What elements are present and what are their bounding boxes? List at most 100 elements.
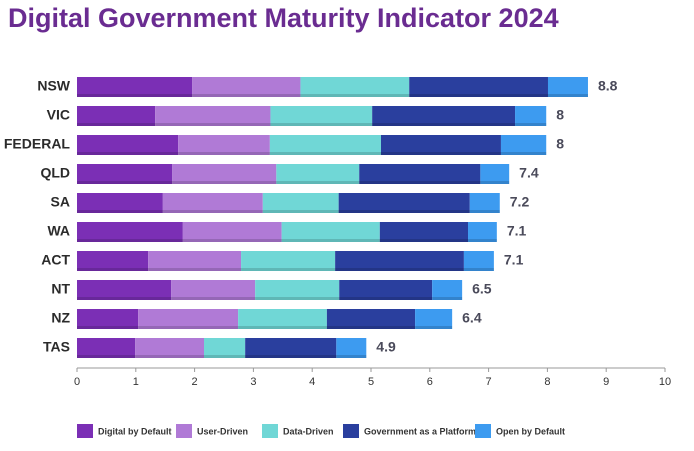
chart-title: Digital Government Maturity Indicator 20… [8, 3, 559, 33]
total-label: 7.1 [507, 223, 527, 239]
bar-segment [469, 193, 500, 213]
bar-segment [77, 222, 183, 242]
bar-segment [245, 338, 337, 358]
bar-segment [77, 338, 136, 358]
x-tick-label: 9 [603, 376, 609, 388]
bar-segment [339, 280, 433, 300]
category-label: SA [51, 194, 70, 210]
bar-segment [415, 309, 453, 329]
category-label: NZ [51, 310, 70, 326]
bar-segment [515, 106, 547, 126]
bar-segment [77, 77, 193, 97]
bar-segment [262, 193, 339, 213]
bar-segment [276, 164, 360, 184]
bar-segment [480, 164, 510, 184]
bar-shade [77, 326, 453, 329]
bar-segment [204, 338, 246, 358]
bar-segment [162, 193, 263, 213]
bar-segment [135, 338, 205, 358]
legend-swatch [176, 424, 192, 438]
bar-shade [77, 297, 463, 300]
x-tick-label: 5 [368, 376, 374, 388]
bar-segment [380, 135, 501, 155]
total-label: 7.1 [504, 252, 524, 268]
category-label: VIC [47, 107, 70, 123]
legend-swatch [475, 424, 491, 438]
x-tick-label: 8 [544, 376, 550, 388]
total-label: 7.4 [519, 165, 539, 181]
bar-segment [138, 309, 239, 329]
category-label: NSW [37, 78, 70, 94]
legend-label: Government as a Platform [364, 426, 476, 436]
bar-segment [77, 106, 156, 126]
legend-swatch [262, 424, 278, 438]
x-tick-label: 2 [192, 376, 198, 388]
bar-shade [77, 355, 367, 358]
bar-segment [463, 251, 494, 271]
bar-segment [336, 338, 367, 358]
bar-shade [77, 268, 494, 271]
bar-segment [172, 164, 277, 184]
legend-label: Open by Default [496, 426, 565, 436]
legend-label: Digital by Default [98, 426, 172, 436]
total-label: 8 [556, 136, 564, 152]
category-label: QLD [40, 165, 70, 181]
bar-shade [77, 210, 500, 213]
total-label: 6.4 [462, 310, 482, 326]
bar-segment [338, 193, 470, 213]
x-tick-label: 6 [427, 376, 433, 388]
total-label: 8.8 [598, 78, 618, 94]
bar-segment [192, 77, 301, 97]
total-label: 7.2 [510, 194, 530, 210]
bar-segment [238, 309, 327, 329]
total-label: 8 [556, 107, 564, 123]
bar-segment [155, 106, 271, 126]
total-label: 6.5 [472, 281, 492, 297]
x-tick-label: 10 [659, 376, 671, 388]
legend-label: User-Driven [197, 426, 248, 436]
bar-shade [77, 239, 497, 242]
x-tick-label: 3 [250, 376, 256, 388]
bar-segment [77, 193, 163, 213]
bar-segment [468, 222, 497, 242]
bar-shade [77, 94, 588, 97]
bar-segment [300, 77, 410, 97]
bar-segment [255, 280, 340, 300]
bar-segment [432, 280, 463, 300]
bar-shade [77, 181, 510, 184]
x-tick-label: 4 [309, 376, 315, 388]
bar-segment [77, 251, 149, 271]
bar-segment [77, 164, 173, 184]
legend-swatch [77, 424, 93, 438]
category-label: ACT [41, 252, 70, 268]
bar-segment [241, 251, 336, 271]
bar-segment [77, 309, 139, 329]
legend-label: Data-Driven [283, 426, 334, 436]
bar-shade [77, 123, 547, 126]
bar-segment [281, 222, 380, 242]
bar-segment [182, 222, 282, 242]
bar-segment [409, 77, 548, 97]
bar-segment [77, 135, 179, 155]
bar-segment [372, 106, 516, 126]
bar-segment [178, 135, 270, 155]
bar-segment [500, 135, 547, 155]
bar-segment [335, 251, 464, 271]
bar-segment [547, 77, 588, 97]
category-label: TAS [43, 339, 70, 355]
x-tick-label: 1 [133, 376, 139, 388]
bar-segment [77, 280, 172, 300]
bar-segment [269, 135, 381, 155]
category-label: WA [47, 223, 70, 239]
bar-segment [148, 251, 242, 271]
bar-segment [379, 222, 469, 242]
legend-swatch [343, 424, 359, 438]
bar-segment [359, 164, 481, 184]
category-label: NT [51, 281, 70, 297]
bar-segment [270, 106, 373, 126]
bar-shade [77, 152, 547, 155]
bar-segment [171, 280, 256, 300]
bar-segment [326, 309, 416, 329]
x-tick-label: 7 [486, 376, 492, 388]
